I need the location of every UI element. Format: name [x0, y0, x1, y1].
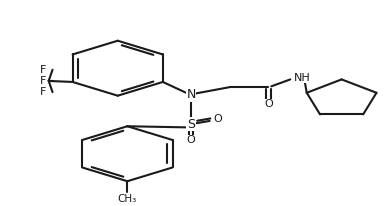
- Text: N: N: [186, 88, 196, 101]
- Text: NH: NH: [294, 73, 311, 83]
- Text: CH₃: CH₃: [118, 194, 137, 204]
- Text: F: F: [41, 65, 47, 75]
- Text: O: O: [187, 135, 195, 145]
- Text: O: O: [264, 99, 273, 109]
- Text: F: F: [41, 87, 47, 97]
- Text: S: S: [187, 118, 195, 131]
- Text: F: F: [41, 76, 47, 86]
- Text: O: O: [213, 114, 222, 124]
